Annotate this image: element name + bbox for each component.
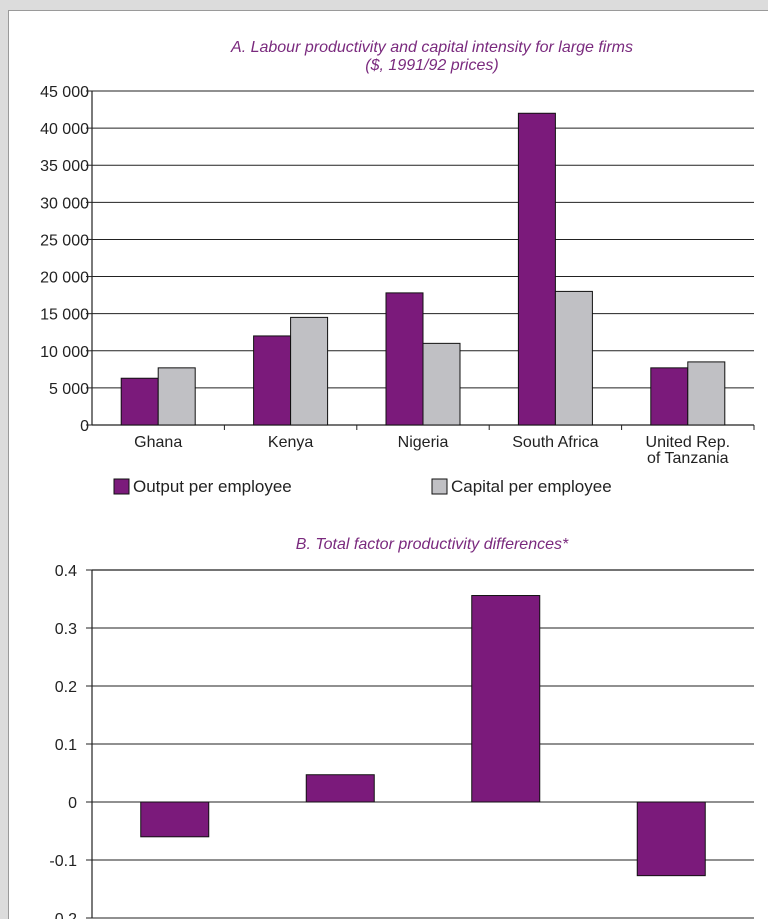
chart-a-ytick-label: 25 000 bbox=[40, 232, 89, 249]
chart-b-ytick-label: -0.2 bbox=[49, 911, 77, 919]
legend-output-label: Output per employee bbox=[133, 477, 292, 496]
bar-output-per-employee bbox=[120, 377, 159, 426]
chart-a-category-label: Ghana bbox=[134, 434, 182, 451]
chart-a-ytick-label: 20 000 bbox=[40, 270, 89, 287]
bar-capital-per-employee bbox=[157, 367, 196, 426]
bar-capital-per-employee bbox=[687, 361, 726, 426]
bar-tfp-difference bbox=[471, 595, 541, 803]
chart-b-ytick-label: 0 bbox=[68, 795, 77, 812]
chart-a-ytick-label: 30 000 bbox=[40, 195, 89, 212]
chart-b-title: B. Total factor productivity differences… bbox=[296, 536, 569, 553]
bar-tfp-difference bbox=[140, 801, 210, 838]
chart-a-category-label: Kenya bbox=[268, 434, 313, 451]
legend-capital-label: Capital per employee bbox=[451, 477, 612, 496]
legend-capital-swatch bbox=[431, 478, 448, 495]
chart-a-ytick-label: 35 000 bbox=[40, 158, 89, 175]
bar-output-per-employee bbox=[253, 335, 292, 426]
chart-a-ytick-label: 10 000 bbox=[40, 344, 89, 361]
figure-panel: A. Labour productivity and capital inten… bbox=[8, 10, 768, 919]
chart-a-category-label: United Rep. bbox=[646, 434, 731, 451]
chart-b-ytick-label: 0.4 bbox=[55, 563, 77, 580]
bar-output-per-employee bbox=[650, 367, 689, 426]
chart-b-ytick-label: 0.3 bbox=[55, 621, 77, 638]
chart-canvas: A. Labour productivity and capital inten… bbox=[40, 39, 755, 919]
chart-a-ytick-label: 15 000 bbox=[40, 307, 89, 324]
chart-a-subtitle: ($, 1991/92 prices) bbox=[365, 57, 498, 74]
chart-a-title: A. Labour productivity and capital inten… bbox=[230, 39, 633, 56]
chart-a-category-label: South Africa bbox=[512, 434, 598, 451]
bar-capital-per-employee bbox=[554, 290, 593, 426]
chart-b-ytick-label: 0.1 bbox=[55, 737, 77, 754]
chart-a-ytick-label: 5 000 bbox=[49, 381, 89, 398]
chart-a-category-label: Nigeria bbox=[398, 434, 449, 451]
chart-a-ytick-label: 45 000 bbox=[40, 84, 89, 101]
bar-tfp-difference bbox=[636, 801, 706, 877]
bar-tfp-difference bbox=[305, 774, 375, 803]
bar-capital-per-employee bbox=[422, 342, 461, 426]
bar-output-per-employee bbox=[385, 292, 424, 426]
chart-a-ytick-label: 0 bbox=[80, 418, 89, 435]
chart-a-ytick-label: 40 000 bbox=[40, 121, 89, 138]
bar-output-per-employee bbox=[517, 112, 556, 426]
chart-a-category-label: of Tanzania bbox=[647, 450, 729, 467]
chart-b-ytick-label: 0.2 bbox=[55, 679, 77, 696]
bar-capital-per-employee bbox=[290, 316, 329, 426]
legend-output-swatch bbox=[113, 478, 130, 495]
chart-b-ytick-label: -0.1 bbox=[49, 853, 77, 870]
